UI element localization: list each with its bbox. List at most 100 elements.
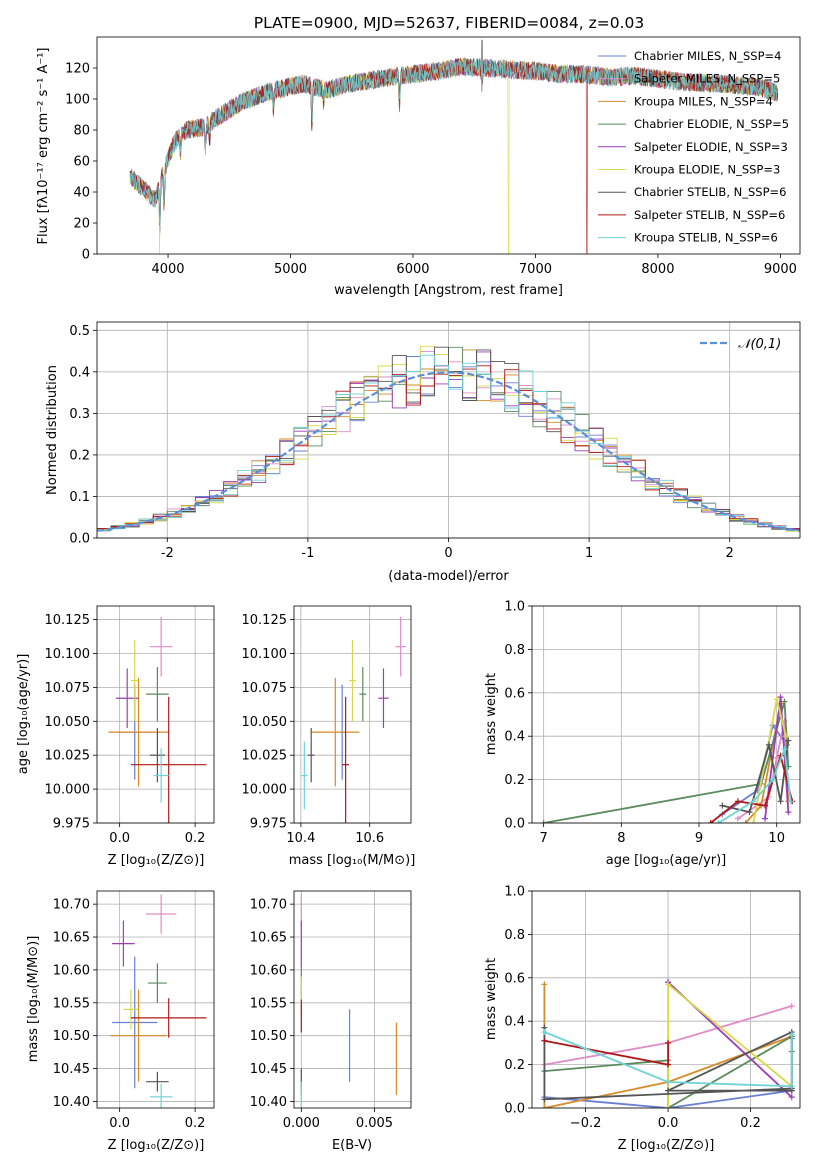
y-axis-label: mass [log₁₀(M/M⊙)] [26,936,41,1063]
y-tick-label: 0.5 [69,324,90,339]
x-axis-label: (data-model)/error [388,569,509,584]
y-tick-label: 10.000 [45,783,91,798]
y-tick-label: 1.0 [504,885,525,900]
x-tick-label: 5000 [274,262,307,277]
weight-marker [665,1039,672,1046]
y-axis-label: mass weight [484,958,499,1040]
figure-title: PLATE=0900, MJD=52637, FIBERID=0084, z=0… [254,14,644,32]
x-axis-label: Z [log₁₀(Z/Z⊙)] [618,1138,715,1153]
weight-marker [769,776,776,783]
y-tick-label: 10.60 [53,963,90,978]
legend-entry: Chabrier STELIB, N_SSP=6 [634,185,786,199]
x-tick-label: 8 [617,831,625,846]
y-tick-label: 10.075 [242,681,288,696]
y-tick-label: 0.3 [69,407,90,422]
mass_vs_Z-panel: 0.0 0.2 10.40 10.45 10.50 10.55 10.60 10.65 10.7… [26,890,215,1153]
x-tick-label: 0.0 [658,1116,679,1131]
y-tick-label: 80 [73,124,90,139]
y-tick-label: 100 [65,93,90,108]
x-tick-label: 7000 [519,262,552,277]
legend-entry: Salpeter STELIB, N_SSP=6 [634,208,785,222]
x-tick-label: 9000 [764,262,797,277]
weight-line-7 [710,752,794,823]
y-tick-label: 9.975 [250,817,287,832]
age_vs_Z-panel: 0.0 0.2 9.975 10.000 10.025 10.050 10.075 10.10… [16,605,215,868]
axes-frame [96,605,215,824]
weight-marker [746,809,753,816]
legend-entry: Kroupa ELODIE, N_SSP=3 [634,163,780,177]
x-tick-label: 0.0 [109,831,130,846]
legend-entry: Chabrier MILES, N_SSP=4 [634,49,781,63]
mass_vs_ebv-panel: 0.000 0.005 10.40 10.45 10.50 10.55 10.60 10.65… [250,890,412,1153]
spectrum-line-8 [129,58,779,225]
x-axis-label: wavelength [Angstrom, rest frame] [334,283,563,298]
y-tick-label: 10.70 [53,898,90,913]
weight-marker [762,815,769,822]
x-tick-label: 0.000 [283,1116,320,1131]
y-tick-label: 10.000 [242,783,288,798]
gaussian-reference-curve [97,371,800,532]
weight-marker [788,1083,795,1090]
errorbars [300,616,406,823]
weight-marker [777,694,784,701]
legend: Chabrier MILES, N_SSP=4 Salpeter MILES, N… [598,49,789,245]
weight-marker [665,981,672,988]
x-tick-label: 1 [585,546,593,561]
x-axis-label: mass [log₁₀(M/M⊙)] [289,853,416,868]
spectrum-panel: 4000 5000 6000 7000 8000 9000 0 20 40 60 80 100 120 w… [36,36,801,298]
y-tick-label: 10.60 [250,963,287,978]
y-tick-label: 10.65 [250,931,287,946]
weight-marker [788,1094,795,1101]
weight-marker [541,1105,548,1108]
weight-marker [762,802,769,809]
weight-marker [715,820,722,823]
x-axis-label: E(B-V) [332,1138,372,1153]
y-tick-label: 0.4 [504,1015,525,1030]
weight-line-8 [544,1031,793,1088]
axes-frame [531,605,801,824]
y-tick-label: 20 [73,217,90,232]
y-tick-label: 10.50 [53,1029,90,1044]
residual-panel: -2 -1 0 1 2 0.0 0.1 0.2 0.3 0.4 0.5 (data-model)/er… [45,321,801,584]
weight-marker [783,733,790,740]
y-tick-label: 10.65 [53,931,90,946]
weight-marker [665,1087,672,1094]
weight-marker [719,802,726,809]
weight-marker [540,820,547,823]
y-tick-label: 10.100 [45,647,91,662]
axes-frame [293,605,412,824]
y-tick-label: 10.125 [45,613,91,628]
weight-marker [734,798,741,805]
y-tick-label: 0.0 [504,817,525,832]
y-tick-label: 0.1 [69,490,90,505]
x-tick-label: -1 [301,546,314,561]
y-tick-label: 10.100 [242,647,288,662]
errorbars [108,616,207,823]
axes-frame [531,890,801,1109]
weight-lines [540,694,796,823]
y-tick-label: 120 [65,62,90,77]
weight-marker [742,820,749,823]
weight-marker [541,1037,548,1044]
x-tick-label: 0 [444,546,452,561]
weight-marker [785,737,792,744]
x-tick-label: 10 [768,831,785,846]
x-tick-label: 0.2 [185,831,206,846]
x-tick-label: 0.0 [109,1116,130,1131]
y-tick-label: 10.050 [45,715,91,730]
weight-marker [787,798,794,805]
weight-marker [781,698,788,705]
weight-marker [734,815,741,822]
x-axis-label: age [log₁₀(age/yr)] [606,853,727,868]
weight-marker [665,1078,672,1085]
x-tick-label: 8000 [641,262,674,277]
y-tick-label: 10.125 [242,613,288,628]
weight-marker [788,1003,795,1010]
y-axis-label: Normed distribution [45,365,60,495]
x-tick-label: 2 [726,546,734,561]
weight-marker [785,809,792,816]
weight-marker [781,746,788,753]
y-tick-label: 0 [82,248,90,263]
weight-marker [750,798,757,805]
